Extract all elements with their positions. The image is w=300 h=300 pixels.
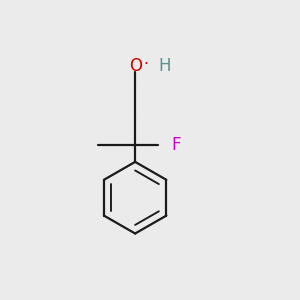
Text: H: H: [158, 57, 171, 75]
Text: ·: ·: [143, 57, 148, 72]
Text: O: O: [129, 57, 142, 75]
Text: F: F: [171, 136, 181, 154]
